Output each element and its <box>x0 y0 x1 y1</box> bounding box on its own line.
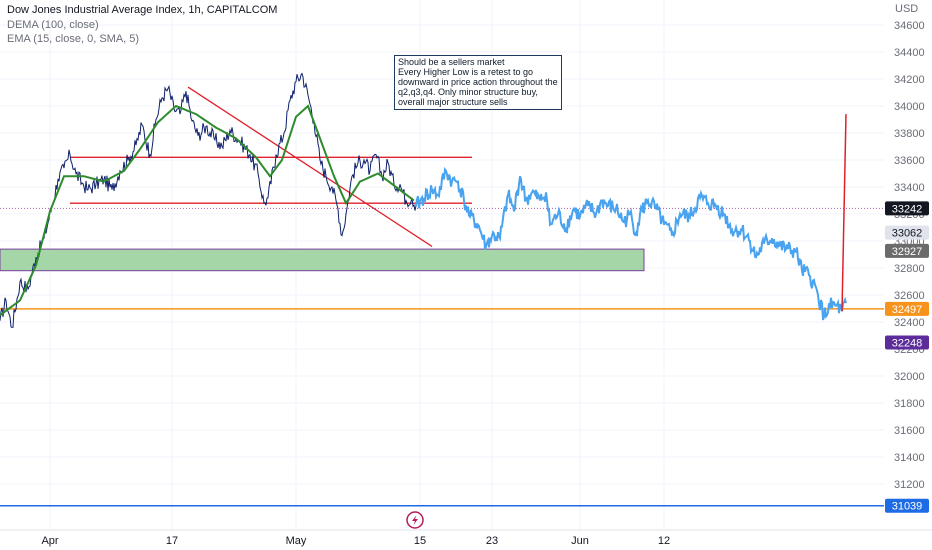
chart-title: Dow Jones Industrial Average Index, 1h, … <box>7 4 278 16</box>
y-tick-label: 34000 <box>894 101 925 113</box>
x-tick-label: May <box>286 535 307 547</box>
y-tick-label: 31400 <box>894 452 925 464</box>
y-tick-label: 32600 <box>894 290 925 302</box>
time-axis: Apr 17 May 15 23 Jun 12 <box>0 529 932 547</box>
price-badge-label: 32497 <box>892 304 923 316</box>
descending-trendline <box>187 86 433 247</box>
y-tick-label: 31600 <box>894 425 925 437</box>
price-badge <box>885 201 929 216</box>
horizontal-levels <box>0 156 884 507</box>
demand-zone-rect <box>0 248 645 272</box>
note-line: q2,q3,q4. Only minor structure buy, over… <box>398 87 538 107</box>
currency-label: USD <box>895 3 918 15</box>
y-tick-label: 32000 <box>894 371 925 383</box>
x-tick-label: 23 <box>486 535 498 547</box>
indicator-dema[interactable]: DEMA (100, close) <box>7 19 99 31</box>
price-axis: 3460034400342003400033800336003340033200… <box>894 20 925 491</box>
price-badge <box>885 335 929 350</box>
spike-line <box>841 114 847 312</box>
indicator-ema[interactable]: EMA (15, close, 0, SMA, 5) <box>7 33 140 45</box>
price-badge-label: 33242 <box>892 203 923 215</box>
x-tick-label: 15 <box>414 535 426 547</box>
price-badge-label: 32927 <box>892 246 923 258</box>
price-badge <box>885 243 929 258</box>
note-line: Every Higher Low is a retest to go downw… <box>398 67 558 87</box>
price-line <box>0 72 417 328</box>
y-tick-label: 34400 <box>894 47 925 59</box>
price-badge <box>885 498 929 513</box>
x-tick-label: 12 <box>658 535 670 547</box>
price-badge <box>885 301 929 316</box>
chart-grid <box>0 0 884 530</box>
price-badge-label: 33062 <box>892 228 923 240</box>
price-badge <box>885 225 929 240</box>
y-tick-label: 33600 <box>894 155 925 167</box>
note-line: Should be a sellers market <box>398 57 505 67</box>
demand-zone <box>0 248 645 272</box>
y-tick-label: 31800 <box>894 398 925 410</box>
y-tick-label: 34600 <box>894 20 925 32</box>
projection-line <box>415 166 847 321</box>
lightning-icon[interactable] <box>406 511 424 529</box>
x-tick-label: Jun <box>571 535 589 547</box>
x-tick-label: Apr <box>41 535 58 547</box>
y-tick-label: 33400 <box>894 182 925 194</box>
y-tick-label: 33800 <box>894 128 925 140</box>
chart-series <box>0 72 847 328</box>
ema-line <box>0 104 415 317</box>
price-badge-label: 31039 <box>892 501 923 513</box>
x-tick-label: 17 <box>166 535 178 547</box>
price-badge-label: 32248 <box>892 338 923 350</box>
y-tick-label: 32800 <box>894 263 925 275</box>
y-tick-label: 34200 <box>894 74 925 86</box>
text-note[interactable]: Should be a sellers market Every Higher … <box>394 55 562 110</box>
y-tick-label: 31200 <box>894 479 925 491</box>
price-badges: 33242 33062 32927 32497 32248 31039 <box>885 201 929 513</box>
y-tick-label: 32400 <box>894 317 925 329</box>
